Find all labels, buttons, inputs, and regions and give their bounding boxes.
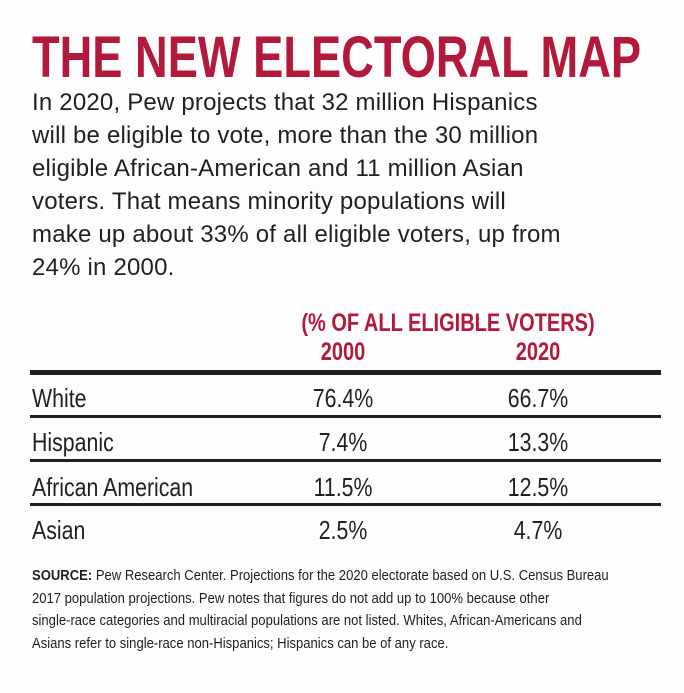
row-rule	[30, 459, 661, 462]
intro-line: voters. That means minority populations …	[32, 188, 506, 215]
intro-line: eligible African-American and 11 million…	[32, 155, 524, 182]
cell-value: 11.5%	[313, 472, 373, 502]
column-header-2020: 2020	[515, 338, 561, 366]
row-label: African American	[32, 472, 194, 502]
cell-value: 4.7%	[513, 515, 563, 545]
row-label: White	[32, 383, 87, 413]
column-header-2000: 2000	[320, 338, 366, 366]
table-subtitle: (% OF ALL ELIGIBLE VOTERS)	[301, 309, 595, 337]
cell-value: 13.3%	[507, 427, 569, 457]
cell-value: 76.4%	[312, 383, 374, 413]
cell-value: 2.5%	[318, 515, 368, 545]
source-line: 2017 population projections. Pew notes t…	[32, 590, 550, 607]
row-rule	[30, 415, 661, 418]
source-line: Asians refer to single-race non-Hispanic…	[32, 635, 449, 652]
intro-line: make up about 33% of all eligible voters…	[32, 221, 561, 248]
source-note: SOURCE: Pew Research Center. Projections…	[32, 565, 609, 655]
row-label: Asian	[32, 515, 86, 545]
source-line: Pew Research Center. Projections for the…	[92, 568, 609, 584]
cell-value: 7.4%	[318, 427, 368, 457]
source-label: SOURCE:	[32, 568, 93, 584]
intro-line: 24% in 2000.	[32, 254, 175, 281]
cell-value: 12.5%	[507, 472, 569, 502]
page-title: THE NEW ELECTORAL MAP	[32, 25, 642, 90]
cell-value: 66.7%	[507, 383, 569, 413]
intro-paragraph: In 2020, Pew projects that 32 million Hi…	[32, 86, 561, 284]
intro-line: In 2020, Pew projects that 32 million Hi…	[32, 89, 538, 116]
row-label: Hispanic	[32, 427, 114, 457]
header-rule	[30, 370, 661, 375]
row-rule	[30, 503, 661, 506]
source-line: single-race categories and multiracial p…	[32, 613, 582, 629]
intro-line: will be eligible to vote, more than the …	[32, 122, 539, 149]
